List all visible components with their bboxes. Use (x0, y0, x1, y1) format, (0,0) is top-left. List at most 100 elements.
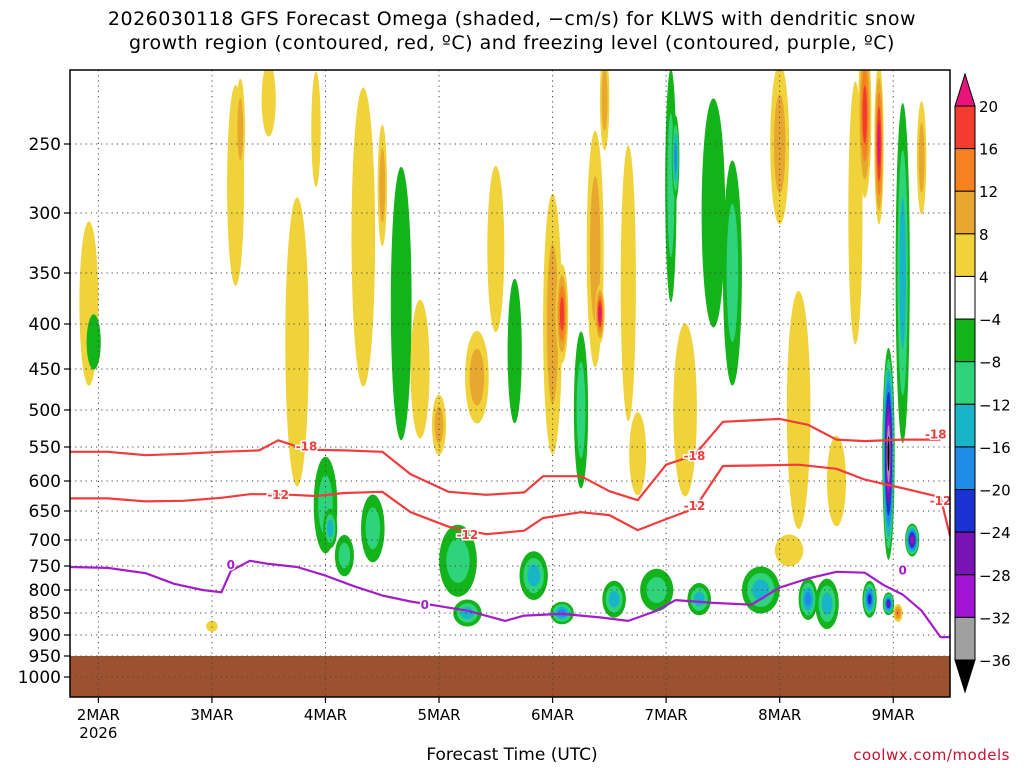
omega-level (351, 87, 376, 387)
x-tick-label: 6MAR (531, 706, 574, 724)
omega-level (327, 519, 334, 538)
omega-level (918, 122, 925, 193)
contour-label: -18 (296, 440, 318, 454)
x-tick-sublabel: 2026 (79, 724, 117, 742)
legend-label: 4 (979, 268, 989, 286)
legend-label: 20 (979, 98, 998, 116)
omega-cell (410, 299, 430, 439)
omega-level (311, 71, 321, 187)
omega-level (804, 592, 812, 607)
omega-level (887, 601, 890, 607)
omega-level (877, 121, 881, 167)
y-tick-label: 550 (29, 438, 61, 458)
legend-label: 12 (979, 183, 998, 201)
omega-level (887, 436, 890, 472)
x-tick-label: 3MAR (190, 706, 233, 724)
contour-label: 0 (421, 598, 429, 612)
omega-cell (774, 534, 804, 567)
y-tick-label: 1000 (18, 668, 61, 688)
omega-level (646, 577, 667, 603)
x-tick-label: 2MAR (77, 706, 120, 724)
omega-level (674, 143, 677, 173)
omega-level (673, 323, 697, 497)
omega-level (390, 166, 412, 441)
y-tick-label: 400 (29, 315, 61, 335)
omega-cell (235, 78, 245, 180)
legend-swatch (954, 489, 976, 533)
legend-label: 8 (979, 226, 989, 244)
omega-level (701, 98, 726, 328)
omega-level (693, 592, 705, 607)
omega-level (206, 620, 218, 632)
omega-level (469, 348, 485, 406)
omega-cell (599, 70, 610, 151)
chart-title-line2: growth region (contoured, red, ºC) and f… (129, 32, 895, 54)
omega-level (410, 299, 430, 439)
credit-text[interactable]: coolwx.com/models (853, 746, 1010, 764)
omega-level (620, 145, 636, 422)
omega-level (487, 165, 505, 333)
omega-level (338, 542, 351, 569)
omega-cell (602, 580, 626, 618)
omega-cell (815, 578, 839, 629)
omega-cell (86, 314, 101, 370)
omega-cell (261, 70, 276, 137)
omega-cell (916, 101, 927, 215)
omega-cell (673, 323, 697, 497)
legend-swatch (954, 616, 976, 661)
x-tick-label: 9MAR (872, 706, 915, 724)
omega-level (527, 564, 540, 587)
legend-label: −20 (979, 482, 1011, 500)
chart-title-line1: 2026030118 GFS Forecast Omega (shaded, −… (107, 8, 917, 30)
omega-level (910, 536, 914, 544)
omega-level (237, 98, 244, 161)
omega-cell (555, 264, 569, 364)
color-legend: 20 16 12 8 4 −4 −8 −12 −16 −20 −24 −28 −32 −36 (954, 72, 1011, 694)
legend-label: −28 (979, 567, 1011, 585)
omega-cell (487, 165, 505, 333)
omega-cell (519, 551, 548, 600)
omega-cell (893, 604, 903, 622)
legend-label: −8 (979, 354, 1001, 372)
omega-level (446, 538, 470, 583)
omega-level (285, 197, 309, 487)
grid-lines (70, 70, 950, 697)
contour-label: -18 (925, 428, 947, 442)
omega-level (601, 70, 608, 131)
contour-label: 0 (899, 563, 907, 577)
omega-cell (377, 124, 387, 246)
omega-level (379, 148, 386, 223)
omega-cell (311, 71, 321, 187)
omega-cell (905, 523, 920, 557)
omega-cell (741, 566, 780, 614)
omega-cell (722, 160, 742, 386)
omega-cell (640, 568, 674, 612)
contour-line (70, 463, 950, 537)
y-tick-label: 950 (29, 647, 61, 667)
omega-cell (671, 115, 680, 201)
omega-cell (465, 330, 489, 424)
contour-line (70, 559, 950, 639)
y-tick-label: 900 (29, 626, 61, 646)
omega-level (598, 305, 602, 323)
contour-line (70, 417, 941, 502)
omega-cell (573, 331, 589, 489)
legend-label: −24 (979, 524, 1011, 542)
y-tick-label: 750 (29, 557, 61, 577)
y-tick-label: 250 (29, 135, 61, 155)
legend-arrow-bottom (954, 659, 976, 694)
y-tick-label: 500 (29, 401, 61, 421)
legend-swatch (954, 190, 976, 235)
x-tick-label: 8MAR (758, 706, 801, 724)
omega-level (365, 507, 381, 550)
omega-cell (285, 197, 309, 487)
y-tick-label: 450 (29, 360, 61, 380)
legend-label: −32 (979, 609, 1011, 627)
surface-fill (70, 656, 950, 697)
contour-label: -12 (684, 499, 706, 513)
x-tick-label: 7MAR (645, 706, 688, 724)
omega-level (559, 296, 565, 331)
legend-label: −16 (979, 439, 1011, 457)
legend-arrow-top (954, 72, 976, 107)
